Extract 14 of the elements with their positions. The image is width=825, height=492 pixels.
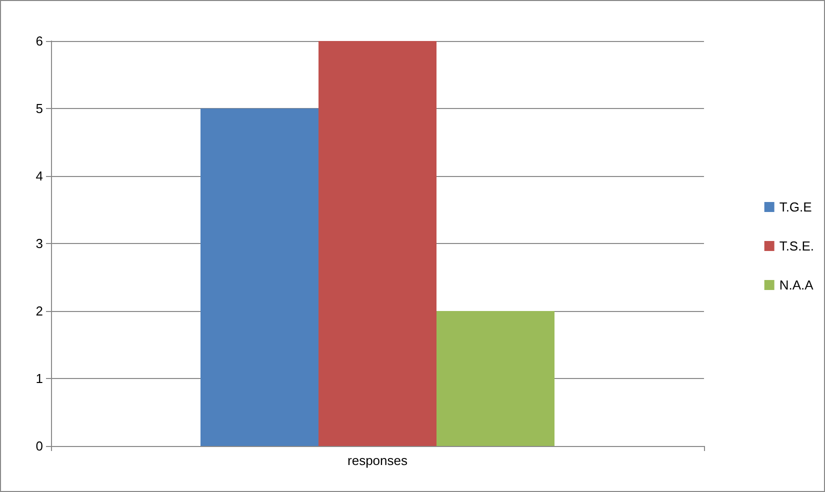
bar	[318, 41, 436, 446]
y-tick-label: 5	[36, 101, 43, 116]
y-tick-label: 3	[36, 236, 43, 251]
y-tick-label: 6	[36, 34, 43, 48]
bar	[436, 311, 554, 446]
x-tick-label: responses	[348, 453, 408, 468]
y-tick-label: 2	[36, 304, 43, 318]
legend-label: N.A.A	[779, 278, 814, 292]
bar	[200, 108, 318, 446]
legend-label: T.G.E	[779, 200, 812, 214]
y-tick-label: 4	[36, 168, 43, 184]
legend-label: T.S.E.	[779, 238, 814, 254]
y-tick-label: 1	[36, 371, 43, 386]
y-tick-label: 0	[36, 438, 43, 454]
